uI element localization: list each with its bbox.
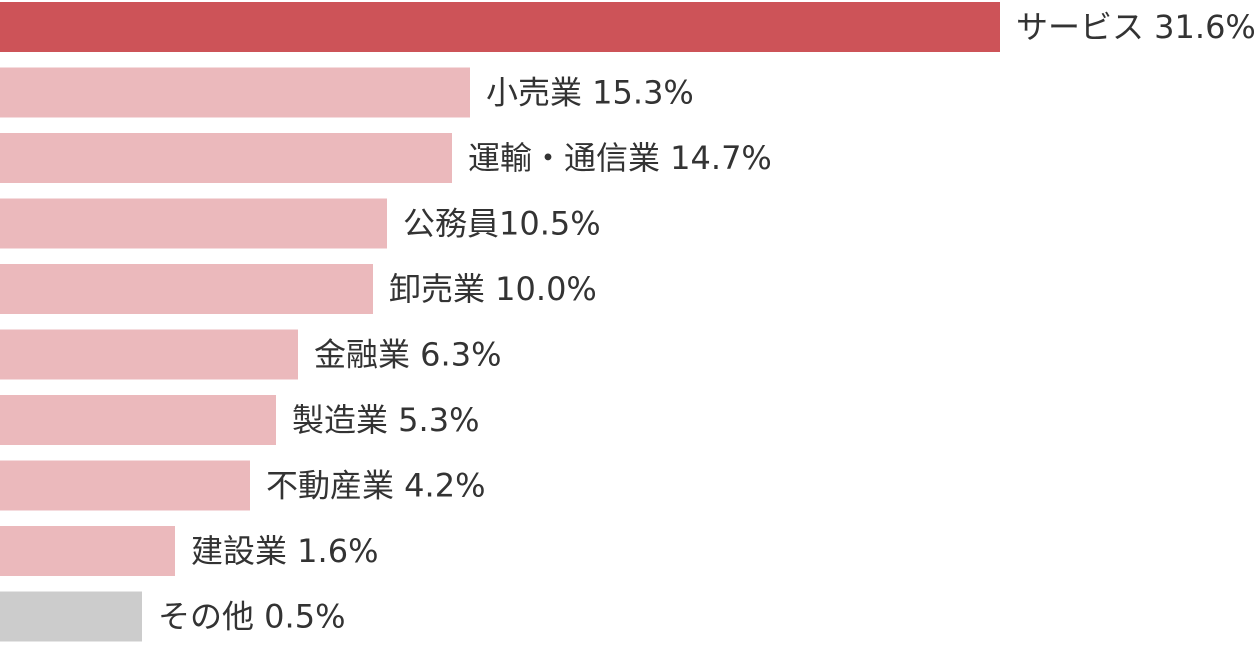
bar-label: 卸売業 10.0% [389,270,597,308]
bar-label: 金融業 6.3% [314,336,501,374]
bar [0,198,387,249]
bar-label: 運輸・通信業 14.7% [468,139,772,177]
bar-label: 建設業 1.6% [191,532,378,570]
bar-label: 公務員10.5% [403,205,601,243]
bar [0,2,1000,52]
bar-label: 製造業 5.3% [292,401,479,439]
bar [0,591,142,642]
bar-label: サービス 31.6% [1016,8,1256,46]
bar [0,526,175,576]
bar-label: 不動産業 4.2% [266,467,485,505]
bar [0,264,373,314]
bar [0,460,250,511]
bar [0,133,452,183]
bar [0,67,470,118]
bar [0,395,276,445]
bar [0,329,298,380]
bar-label: その他 0.5% [158,598,345,636]
bar-label: 小売業 15.3% [486,74,694,112]
